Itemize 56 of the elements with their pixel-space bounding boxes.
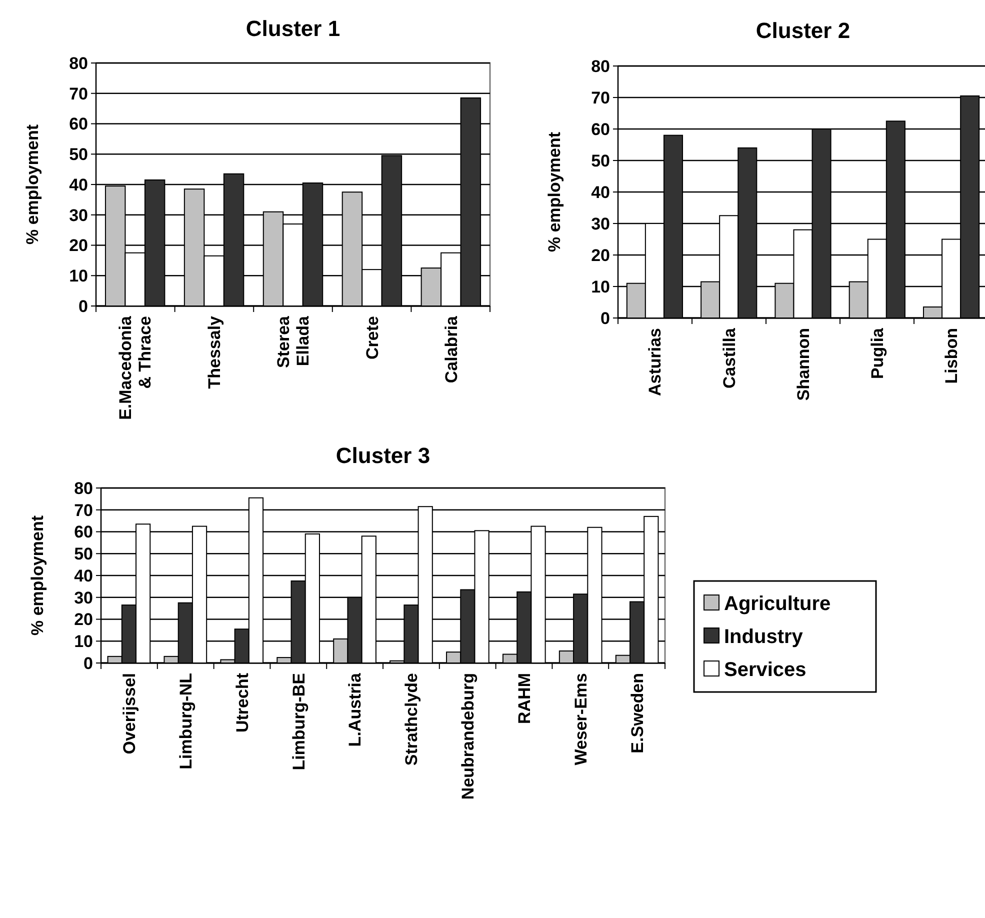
x-tick-label: Weser-Ems bbox=[572, 673, 591, 766]
x-tick-label: E.Sweden bbox=[628, 673, 648, 754]
y-tick-label: 30 bbox=[69, 206, 88, 225]
y-tick-label: 70 bbox=[591, 88, 610, 108]
y-tick-label: 70 bbox=[69, 84, 88, 104]
y-tick-label: 80 bbox=[591, 56, 610, 76]
y-tick-label: 40 bbox=[74, 566, 93, 586]
y-tick-label: 80 bbox=[74, 478, 93, 498]
y-tick-label: 60 bbox=[69, 114, 88, 134]
y-tick-label: 0 bbox=[84, 654, 93, 673]
y-tick-label: 40 bbox=[69, 175, 88, 194]
x-tick-label: Calabria bbox=[442, 315, 461, 384]
y-tick-label: 40 bbox=[591, 182, 610, 202]
x-tick-label: Limburg-NL bbox=[176, 673, 196, 770]
x-tick-label: Limburg-BE bbox=[289, 673, 308, 770]
y-axis-title: % employment bbox=[23, 124, 42, 244]
x-tick-label: Castilla bbox=[720, 327, 739, 388]
y-tick-label: 30 bbox=[591, 214, 610, 234]
y-axis-title: % employment bbox=[545, 132, 564, 252]
x-tick-label: Strathclyde bbox=[402, 673, 422, 766]
y-tick-label: 10 bbox=[591, 277, 610, 296]
y-tick-label: 10 bbox=[74, 632, 93, 652]
y-axis-title: % employment bbox=[28, 515, 47, 636]
chart-title: Cluster 1 bbox=[246, 16, 340, 41]
x-tick-label: Asturias bbox=[646, 328, 665, 396]
x-tick-label: Lisbon bbox=[942, 328, 962, 384]
y-tick-label: 70 bbox=[74, 500, 93, 520]
y-tick-label: 50 bbox=[591, 151, 610, 170]
y-tick-label: 0 bbox=[600, 308, 610, 328]
y-tick-label: 0 bbox=[78, 296, 88, 316]
x-tick-label: Overijssel bbox=[120, 673, 139, 754]
y-tick-label: 20 bbox=[74, 610, 93, 630]
legend-label: Industry bbox=[724, 626, 804, 648]
x-tick-label: Thessaly bbox=[204, 315, 224, 389]
x-tick-label: RAHM bbox=[515, 673, 534, 724]
y-tick-label: 30 bbox=[74, 588, 93, 608]
legend-label: Services bbox=[724, 659, 806, 681]
y-tick-label: 50 bbox=[74, 544, 93, 564]
y-tick-label: 50 bbox=[69, 145, 88, 164]
x-tick-label: Crete bbox=[362, 316, 382, 360]
x-tick-label: Shannon bbox=[794, 328, 813, 401]
y-tick-label: 60 bbox=[74, 522, 93, 542]
legend-label: Agriculture bbox=[724, 593, 831, 615]
x-tick-label: L.Austria bbox=[346, 672, 365, 747]
x-tick-label: Utrecht bbox=[232, 672, 252, 733]
x-tick-label: E.Macedonia & Thrace bbox=[116, 315, 154, 420]
x-tick-label: Sterea Ellada bbox=[274, 315, 312, 368]
y-tick-label: 60 bbox=[591, 120, 610, 139]
chart-title: Cluster 2 bbox=[756, 18, 850, 43]
y-tick-label: 20 bbox=[69, 236, 88, 256]
y-tick-label: 80 bbox=[69, 54, 88, 73]
x-tick-label: Neubrandeburg bbox=[458, 673, 478, 800]
y-tick-label: 10 bbox=[69, 266, 88, 286]
y-tick-label: 20 bbox=[591, 246, 610, 265]
x-tick-label: Puglia bbox=[868, 327, 888, 380]
chart-title: Cluster 3 bbox=[336, 443, 430, 468]
